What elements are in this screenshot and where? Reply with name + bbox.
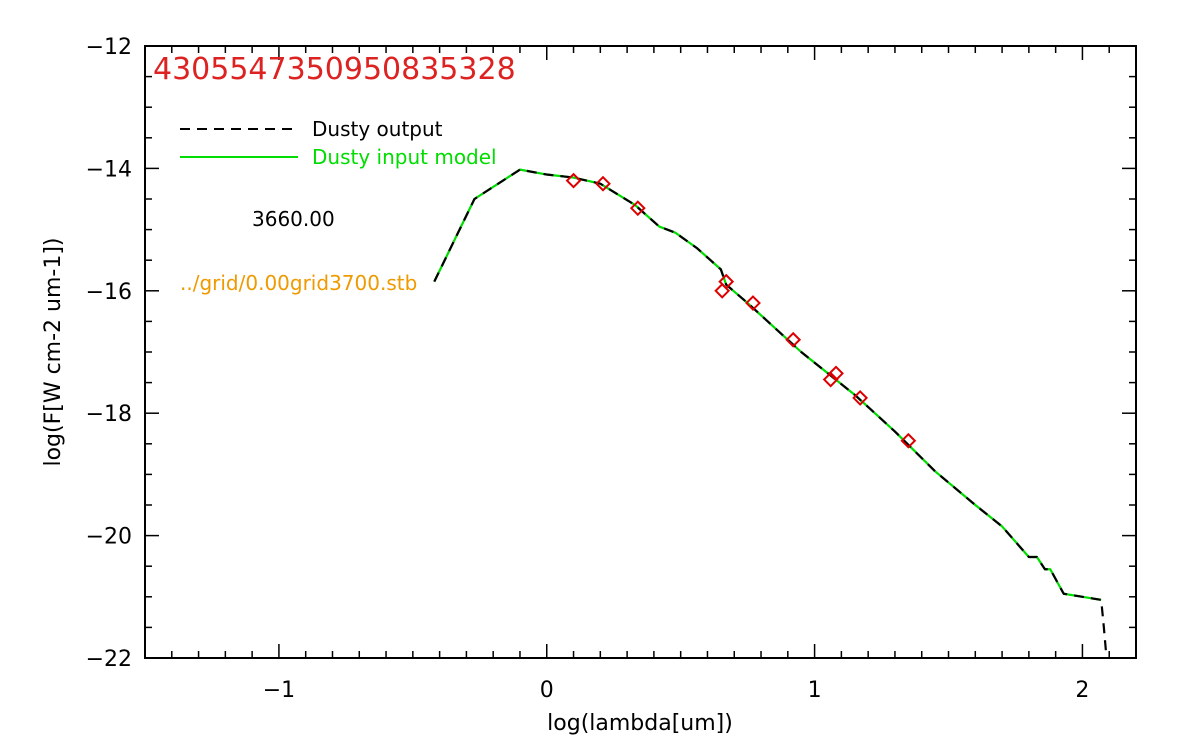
y-tick-label: −14 (86, 157, 132, 182)
x-tick-label: 2 (1075, 678, 1089, 703)
tick-marks (145, 46, 1136, 659)
legend-label-dusty-output: Dusty output (312, 117, 443, 141)
photometry-point (629, 200, 646, 217)
photometry-point (822, 371, 839, 388)
photometry-point (828, 365, 844, 382)
y-tick-label: −18 (86, 402, 132, 427)
series-line-dusty-output (433, 168, 1108, 659)
photometry-point (595, 175, 611, 192)
legend-label-dusty-input-model: Dusty input model (312, 145, 497, 169)
x-tick-labels: −1 0 1 2 (263, 678, 1090, 703)
y-tick-label: −22 (86, 647, 132, 672)
photometry-point (852, 389, 869, 406)
y-tick-label: −12 (86, 35, 132, 60)
photometry-point (900, 432, 917, 449)
x-tick-label: 1 (808, 678, 822, 703)
y-tick-labels: −22 −20 −18 −16 −14 −12 (86, 35, 132, 672)
y-tick-label: −16 (86, 280, 132, 305)
markers-layer (565, 172, 917, 449)
x-axis-label: log(lambda[um]) (547, 711, 733, 736)
photometry-point (745, 295, 761, 311)
annotation-grid-file: ../grid/0.00grid3700.stb (180, 271, 417, 295)
legend: Dusty output Dusty input model (180, 117, 497, 169)
series-layer (433, 168, 1108, 659)
x-tick-label: −1 (263, 678, 295, 703)
plot-frame (144, 45, 1137, 659)
y-tick-label: −20 (86, 525, 132, 550)
photometry-point (785, 331, 802, 348)
photometry-point (718, 273, 735, 290)
chart-title: 4305547350950835328 (153, 52, 516, 87)
series-line-dusty-input-model (433, 168, 1102, 601)
x-tick-label: 0 (540, 678, 554, 703)
y-axis-label: log(F[W cm-2 um-1]) (41, 237, 66, 466)
photometry-point (565, 172, 582, 189)
annotation-temperature: 3660.00 (252, 207, 335, 231)
